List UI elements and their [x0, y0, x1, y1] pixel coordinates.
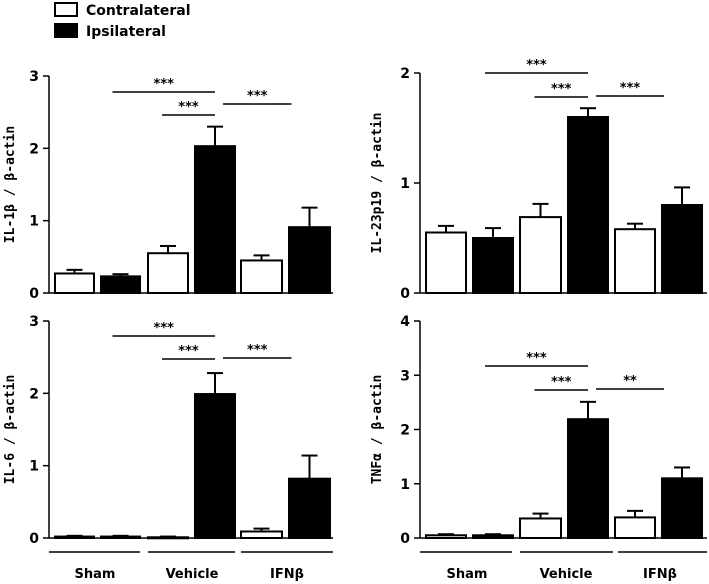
group-label-ifnb: IFNβ: [270, 567, 304, 582]
y-tick-label: 1: [29, 214, 39, 230]
group-label-sham: Sham: [75, 567, 116, 582]
significance-label: ***: [551, 375, 572, 390]
group-labels-right: Sham Vehicle IFNβ: [420, 551, 707, 582]
y-tick-label: 0: [400, 286, 410, 302]
group-label-vehicle: Vehicle: [166, 567, 219, 582]
y-tick-label: 1: [29, 459, 39, 475]
bar-ipsilateral-ifn: [661, 204, 703, 294]
bar-contralateral-sham: [54, 272, 95, 295]
bar-contralateral-ifn: [240, 530, 283, 539]
bar-contralateral-ifn: [614, 228, 656, 294]
significance-label: ***: [247, 343, 268, 358]
bar-ipsilateral-vehicle: [567, 116, 609, 294]
bar-contralateral-vehicle: [519, 216, 562, 295]
y-tick-label: 0: [29, 286, 39, 302]
group-labels-left: Sham Vehicle IFNβ: [49, 551, 333, 582]
bar-ipsilateral-ifn: [288, 226, 331, 294]
legend: Contralateral Ipsilateral: [54, 2, 191, 40]
chart-panel-il23p19: 0 1 2 IL-23p19 / β-actin *** *** ***: [370, 58, 707, 302]
y-tick-label: 2: [400, 66, 410, 82]
y-tick-label: 4: [400, 314, 410, 330]
y-tick-label: 3: [400, 368, 410, 384]
significance-label: **: [623, 374, 637, 389]
y-axis-label: IL-1β / β-actin: [3, 126, 18, 243]
y-tick-label: 1: [400, 477, 410, 493]
significance-label: ***: [154, 321, 175, 336]
significance-label: ***: [526, 351, 547, 366]
bar-ipsilateral-sham: [472, 237, 514, 294]
y-axis-label: IL-23p19 / β-actin: [370, 113, 385, 254]
significance-label: ***: [178, 344, 199, 359]
bar-ipsilateral-sham: [472, 534, 514, 539]
bar-contralateral-vehicle: [147, 252, 189, 294]
group-label-sham-right: Sham: [447, 567, 488, 582]
bar-contralateral-vehicle: [519, 517, 562, 539]
significance-label: ***: [526, 58, 547, 73]
legend-label-contralateral: Contralateral: [86, 3, 191, 19]
significance-label: ***: [551, 82, 572, 97]
bar-contralateral-vehicle: [147, 536, 189, 540]
significance-label: ***: [154, 77, 175, 92]
bar-ipsilateral-ifn: [661, 477, 703, 540]
y-tick-label: 2: [400, 423, 410, 439]
y-tick-label: 0: [400, 531, 410, 547]
bar-ipsilateral-vehicle: [194, 145, 236, 294]
y-tick-label: 0: [29, 531, 39, 547]
y-tick-label: 3: [29, 69, 39, 85]
bar-contralateral-sham: [54, 535, 95, 540]
significance-label: ***: [247, 89, 268, 104]
bar-contralateral-ifn: [240, 259, 283, 295]
y-axis-label: IL-6 / β-actin: [3, 375, 18, 485]
y-tick-label: 2: [29, 386, 39, 402]
legend-label-ipsilateral: Ipsilateral: [86, 24, 166, 40]
y-tick-label: 1: [400, 176, 410, 192]
bar-contralateral-sham: [425, 534, 467, 539]
bar-ipsilateral-sham: [100, 275, 141, 295]
legend-swatch-contralateral: [54, 2, 78, 17]
bar-contralateral-sham: [425, 231, 467, 294]
bar-ipsilateral-vehicle: [194, 393, 236, 539]
y-tick-label: 2: [29, 141, 39, 157]
legend-swatch-ipsilateral: [54, 23, 78, 38]
group-label-vehicle-right: Vehicle: [540, 567, 593, 582]
significance-label: ***: [620, 81, 641, 96]
group-label-ifnb-right: IFNβ: [643, 567, 677, 582]
bar-contralateral-ifn: [614, 516, 656, 540]
significance-label: ***: [178, 100, 199, 115]
y-axis-label: TNFα / β-actin: [370, 375, 385, 485]
bar-ipsilateral-sham: [100, 535, 141, 540]
y-tick-label: 3: [29, 314, 39, 330]
bar-ipsilateral-vehicle: [567, 418, 609, 540]
bar-ipsilateral-ifn: [288, 477, 331, 540]
